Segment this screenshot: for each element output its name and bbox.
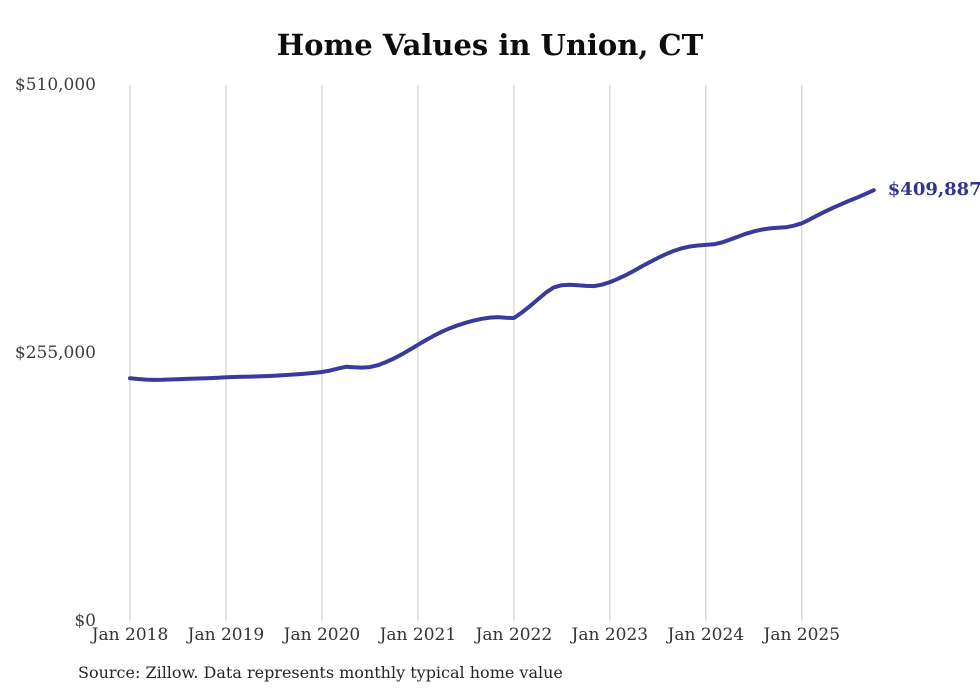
- x-tick-label: Jan 2023: [571, 625, 649, 645]
- x-tick-label: Jan 2021: [379, 625, 457, 645]
- x-tick-label: Jan 2025: [763, 625, 841, 645]
- latest-value-label: $409,887: [887, 179, 980, 201]
- x-tick-label: Jan 2022: [475, 625, 553, 645]
- x-tick-label: Jan 2024: [667, 625, 745, 645]
- x-tick-label: Jan 2018: [91, 625, 169, 645]
- y-tick-label: $0: [74, 611, 96, 631]
- chart-title: Home Values in Union, CT: [276, 28, 704, 62]
- y-tick-label: $255,000: [14, 343, 96, 363]
- y-tick-label: $510,000: [14, 75, 96, 95]
- home-value-series-line: [128, 188, 876, 382]
- source-note: Source: Zillow. Data represents monthly …: [78, 663, 563, 682]
- x-tick-label: Jan 2019: [187, 625, 265, 645]
- x-tick-label: Jan 2020: [283, 625, 361, 645]
